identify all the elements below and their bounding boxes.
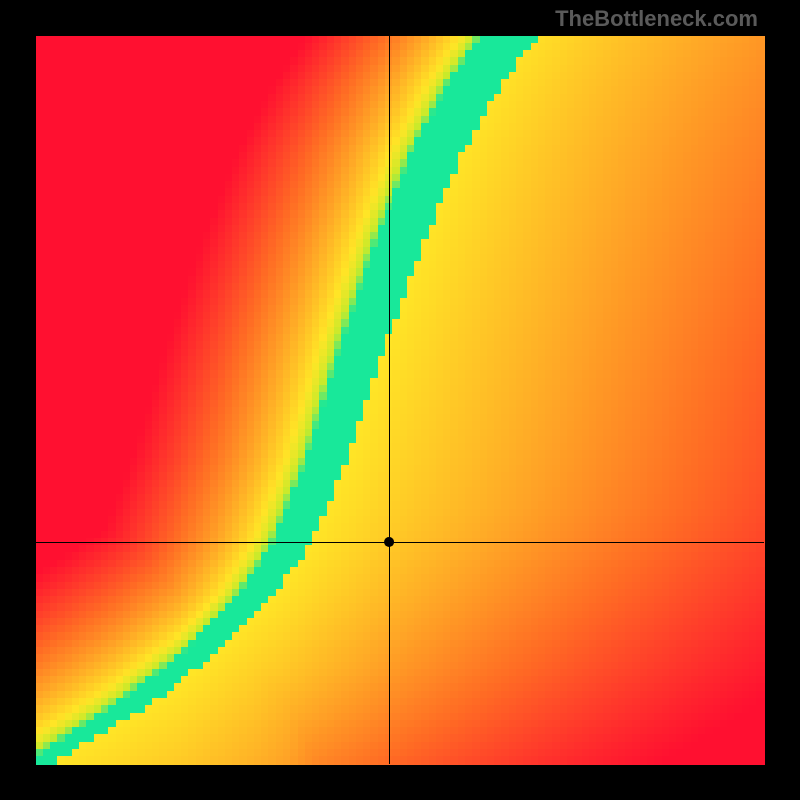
bottleneck-heatmap <box>0 0 800 800</box>
chart-container: TheBottleneck.com <box>0 0 800 800</box>
watermark-text: TheBottleneck.com <box>555 6 758 32</box>
